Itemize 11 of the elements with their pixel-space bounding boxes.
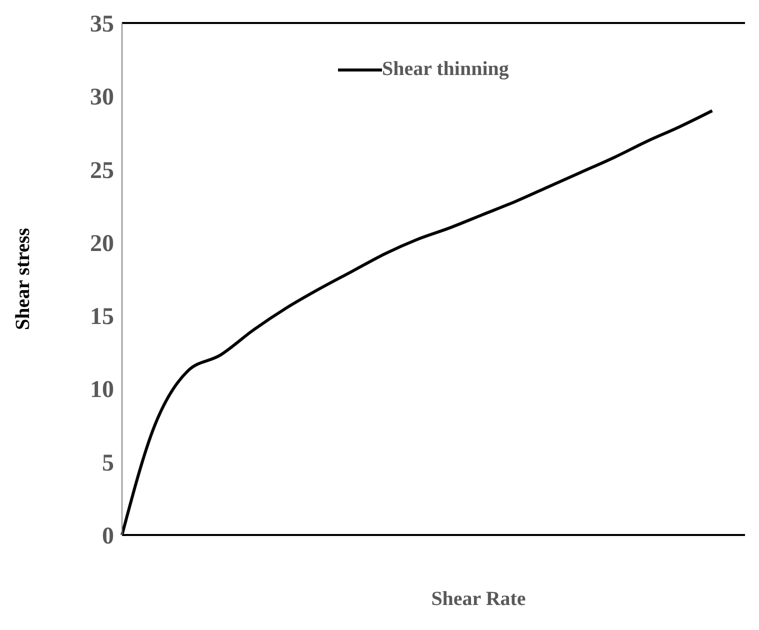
y-tick-label: 10: [90, 377, 114, 404]
y-axis-title: Shear stress: [12, 228, 34, 330]
y-tick-label: 0: [102, 524, 114, 550]
y-tick-label: 20: [90, 230, 114, 257]
y-tick-label: 5: [102, 450, 114, 476]
legend-label: Shear thinning: [382, 58, 509, 81]
y-tick-label: 25: [90, 158, 114, 184]
x-axis-title: Shear Rate: [431, 588, 526, 610]
y-tick-label: 35: [90, 12, 114, 38]
y-tick-label: 15: [90, 304, 114, 330]
y-tick-label: 30: [90, 84, 114, 111]
